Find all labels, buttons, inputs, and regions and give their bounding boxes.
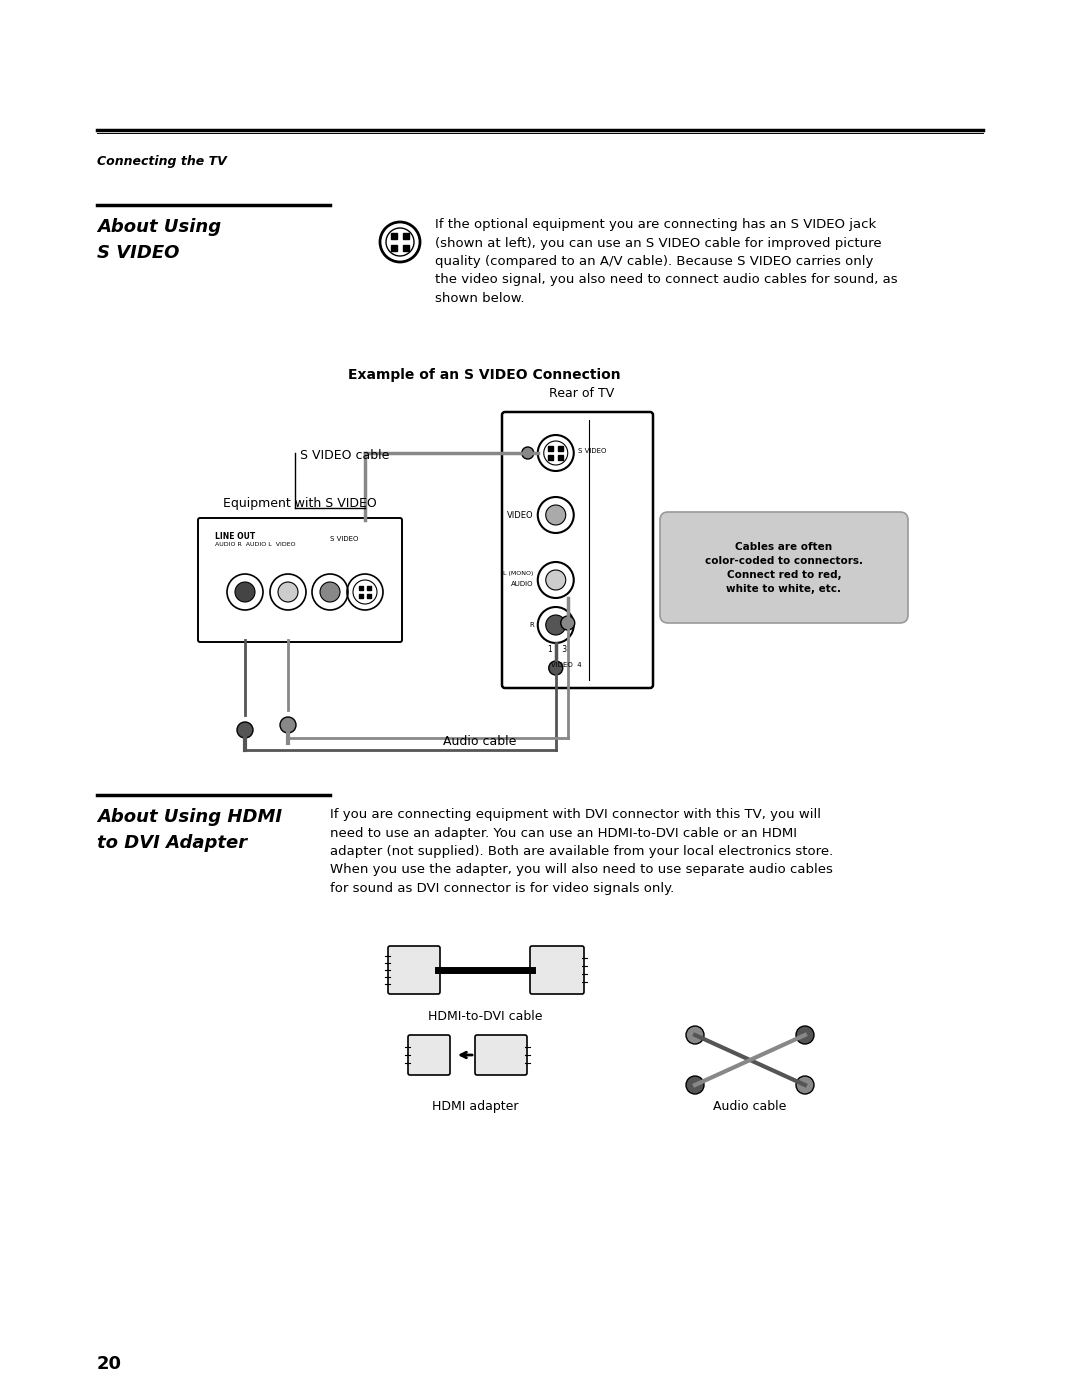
Circle shape: [545, 570, 566, 590]
FancyBboxPatch shape: [475, 1035, 527, 1076]
Text: 1    3: 1 3: [548, 645, 567, 655]
Text: If the optional equipment you are connecting has an S VIDEO jack
(shown at left): If the optional equipment you are connec…: [435, 218, 897, 305]
Bar: [403, 233, 408, 239]
Text: Audio cable: Audio cable: [713, 1099, 786, 1113]
Text: S VIDEO: S VIDEO: [330, 536, 359, 542]
Text: VIDEO: VIDEO: [508, 510, 534, 520]
Circle shape: [237, 722, 253, 738]
Text: About Using HDMI: About Using HDMI: [97, 807, 282, 826]
Text: VIDEO  4: VIDEO 4: [551, 662, 581, 668]
Bar: [367, 585, 372, 590]
Text: R: R: [529, 622, 534, 629]
Circle shape: [235, 583, 255, 602]
Circle shape: [686, 1076, 704, 1094]
Text: LINE OUT: LINE OUT: [215, 532, 255, 541]
Circle shape: [549, 661, 563, 675]
Circle shape: [796, 1076, 814, 1094]
Circle shape: [561, 616, 575, 630]
Text: If you are connecting equipment with DVI connector with this TV, you will
need t: If you are connecting equipment with DVI…: [330, 807, 834, 895]
FancyBboxPatch shape: [198, 518, 402, 643]
Circle shape: [320, 583, 340, 602]
Text: Cables are often
color-coded to connectors.
Connect red to red,
white to white, : Cables are often color-coded to connecto…: [705, 542, 863, 594]
Bar: [391, 244, 397, 250]
Bar: [403, 244, 408, 250]
Circle shape: [278, 583, 298, 602]
Circle shape: [280, 717, 296, 733]
Text: HDMI adapter: HDMI adapter: [432, 1099, 518, 1113]
Text: About Using: About Using: [97, 218, 221, 236]
FancyBboxPatch shape: [388, 946, 440, 995]
Circle shape: [545, 615, 566, 636]
Text: 20: 20: [97, 1355, 122, 1373]
Text: Rear of TV: Rear of TV: [550, 387, 615, 400]
Text: S VIDEO: S VIDEO: [578, 448, 606, 454]
Text: Audio cable: Audio cable: [443, 735, 516, 747]
Circle shape: [522, 447, 534, 460]
Circle shape: [796, 1025, 814, 1044]
Bar: [367, 594, 372, 598]
Text: S VIDEO cable: S VIDEO cable: [300, 448, 390, 462]
Circle shape: [545, 504, 566, 525]
Bar: [558, 455, 563, 461]
Bar: [549, 446, 553, 451]
Bar: [359, 594, 363, 598]
Text: AUDIO R  AUDIO L  VIDEO: AUDIO R AUDIO L VIDEO: [215, 542, 296, 548]
Text: Example of an S VIDEO Connection: Example of an S VIDEO Connection: [348, 367, 621, 381]
Text: AUDIO: AUDIO: [511, 581, 534, 587]
Text: HDMI-to-DVI cable: HDMI-to-DVI cable: [428, 1010, 542, 1023]
Text: to DVI Adapter: to DVI Adapter: [97, 834, 247, 852]
Bar: [549, 455, 553, 461]
Bar: [359, 585, 363, 590]
Circle shape: [686, 1025, 704, 1044]
Text: Equipment with S VIDEO: Equipment with S VIDEO: [224, 497, 377, 510]
Bar: [391, 233, 397, 239]
Text: S VIDEO: S VIDEO: [97, 244, 179, 263]
Bar: [558, 446, 563, 451]
Text: Connecting the TV: Connecting the TV: [97, 155, 227, 168]
FancyBboxPatch shape: [530, 946, 584, 995]
FancyBboxPatch shape: [660, 511, 908, 623]
FancyBboxPatch shape: [502, 412, 653, 687]
Text: L (MONO): L (MONO): [503, 570, 534, 576]
FancyBboxPatch shape: [408, 1035, 450, 1076]
